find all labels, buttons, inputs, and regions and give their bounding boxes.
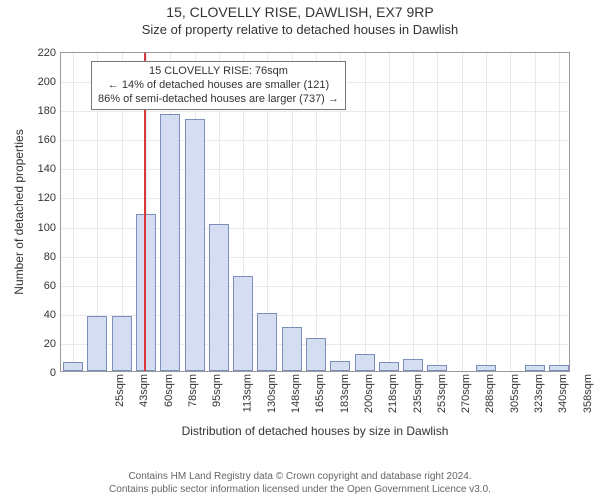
gridline-v [510, 53, 511, 371]
x-tick-label: 78sqm [187, 371, 199, 407]
histogram-bar [185, 119, 205, 371]
y-tick-label: 40 [44, 309, 61, 321]
histogram-bar [379, 362, 399, 371]
x-tick-label: 270sqm [460, 371, 472, 413]
y-tick-label: 220 [38, 47, 61, 59]
x-tick-label: 113sqm [241, 371, 253, 412]
footer-line-1: Contains HM Land Registry data © Crown c… [0, 470, 600, 483]
gridline-v [365, 53, 366, 371]
annotation-line: 86% of semi-detached houses are larger (… [98, 93, 339, 107]
x-tick-label: 288sqm [485, 371, 497, 413]
gridline-h [61, 198, 569, 199]
histogram-bar [136, 214, 156, 371]
footer-line-2: Contains public sector information licen… [0, 483, 600, 496]
chart-subtitle: Size of property relative to detached ho… [0, 20, 600, 37]
x-tick-label: 200sqm [363, 371, 375, 413]
x-tick-label: 25sqm [114, 371, 126, 407]
x-tick-label: 148sqm [290, 371, 302, 413]
y-tick-label: 180 [38, 105, 61, 117]
y-tick-label: 120 [38, 192, 61, 204]
x-tick-label: 60sqm [163, 371, 175, 407]
gridline-h [61, 140, 569, 141]
x-tick-label: 235sqm [412, 371, 424, 413]
y-tick-label: 80 [44, 251, 61, 263]
x-tick-label: 165sqm [315, 371, 327, 413]
y-tick-label: 200 [38, 76, 61, 88]
x-tick-label: 218sqm [387, 371, 399, 413]
gridline-v [413, 53, 414, 371]
chart-annotation: 15 CLOVELLY RISE: 76sqm← 14% of detached… [91, 61, 346, 110]
y-tick-label: 160 [38, 134, 61, 146]
x-tick-label: 253sqm [436, 371, 448, 413]
y-tick-label: 100 [38, 222, 61, 234]
x-tick-label: 358sqm [582, 371, 594, 413]
histogram-bar [257, 313, 277, 371]
histogram-bar [63, 362, 83, 371]
x-tick-label: 340sqm [557, 371, 569, 413]
x-tick-label: 305sqm [509, 371, 521, 413]
page-title: 15, CLOVELLY RISE, DAWLISH, EX7 9RP [0, 0, 600, 20]
histogram-bar [282, 327, 302, 371]
x-tick-label: 130sqm [266, 371, 278, 413]
histogram-bar [525, 365, 545, 371]
y-axis-label: Number of detached properties [12, 52, 26, 372]
histogram-bar [87, 316, 107, 371]
histogram-bar [403, 359, 423, 371]
x-tick-label: 183sqm [339, 371, 351, 413]
histogram-chart: 02040608010012014016018020022025sqm43sqm… [60, 52, 570, 372]
histogram-bar [306, 338, 326, 371]
y-tick-label: 0 [50, 367, 61, 379]
histogram-bar [476, 365, 496, 371]
y-tick-label: 20 [44, 338, 61, 350]
plot-area: 02040608010012014016018020022025sqm43sqm… [60, 52, 570, 372]
gridline-v [559, 53, 560, 371]
gridline-h [61, 169, 569, 170]
gridline-v [389, 53, 390, 371]
gridline-v [73, 53, 74, 371]
histogram-bar [160, 114, 180, 371]
gridline-v [535, 53, 536, 371]
gridline-v [437, 53, 438, 371]
histogram-bar [330, 361, 350, 371]
annotation-line: 15 CLOVELLY RISE: 76sqm [98, 65, 339, 79]
gridline-h [61, 111, 569, 112]
histogram-bar [427, 365, 447, 371]
histogram-bar [355, 354, 375, 371]
annotation-line: ← 14% of detached houses are smaller (12… [98, 79, 339, 93]
x-tick-label: 323sqm [533, 371, 545, 413]
histogram-bar [233, 276, 253, 371]
x-axis-label: Distribution of detached houses by size … [60, 424, 570, 438]
gridline-v [486, 53, 487, 371]
x-tick-label: 43sqm [138, 371, 150, 407]
gridline-v [462, 53, 463, 371]
attribution-footer: Contains HM Land Registry data © Crown c… [0, 470, 600, 496]
x-tick-label: 95sqm [211, 371, 223, 407]
histogram-bar [549, 365, 569, 371]
y-tick-label: 140 [38, 163, 61, 175]
y-tick-label: 60 [44, 280, 61, 292]
histogram-bar [209, 224, 229, 371]
histogram-bar [112, 316, 132, 371]
